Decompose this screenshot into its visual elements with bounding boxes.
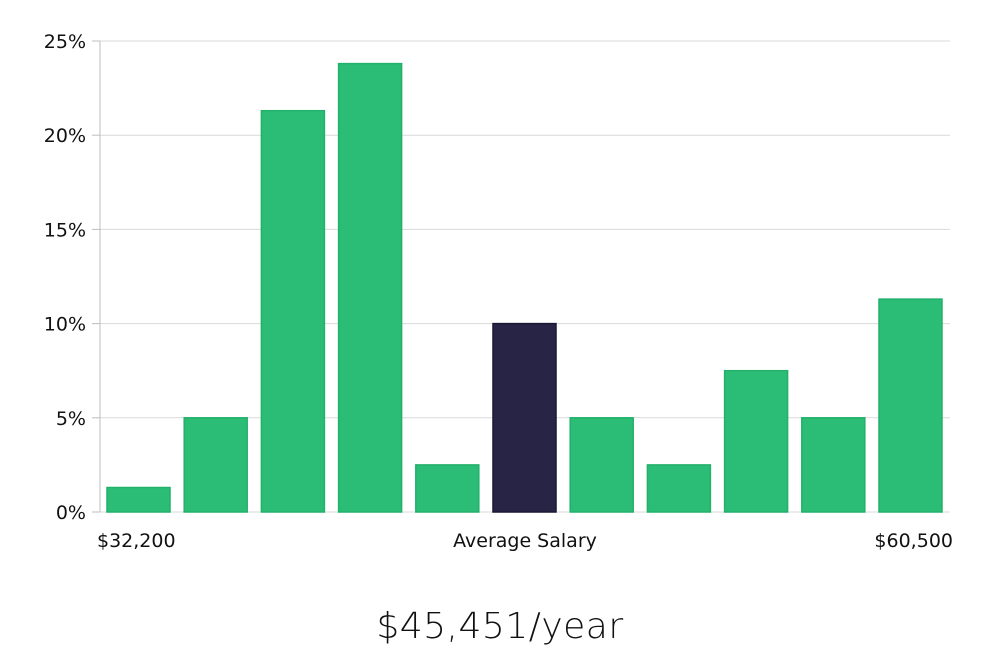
y-tick-labels: 0% 5% 10% 15% 20% 25% [44, 31, 86, 524]
x-label-min: $32,200 [97, 530, 176, 552]
y-tick-label: 25% [44, 31, 86, 53]
salary-histogram: 0%5%10%15%20%25% $32,200 Average Salary … [44, 31, 953, 552]
bar [106, 486, 171, 513]
bar [337, 62, 403, 513]
bar-average-salary [492, 322, 557, 513]
y-tick-label: 20% [44, 125, 86, 147]
bar [878, 298, 943, 513]
y-tick-label: 0% [56, 502, 86, 524]
y-tick-label: 5% [56, 408, 86, 430]
x-label-max: $60,500 [874, 530, 953, 552]
y-tick-label: 15% [44, 219, 86, 241]
bars [106, 62, 943, 513]
bar [646, 464, 712, 513]
bar [569, 417, 634, 513]
bar [183, 417, 248, 513]
bar [260, 109, 326, 513]
y-tick-label: 10% [44, 314, 86, 336]
average-salary-headline: $45,451/year [376, 606, 624, 647]
bar [723, 369, 789, 513]
bar [801, 417, 866, 513]
x-label-center: Average Salary [453, 530, 597, 552]
bar [415, 464, 480, 513]
